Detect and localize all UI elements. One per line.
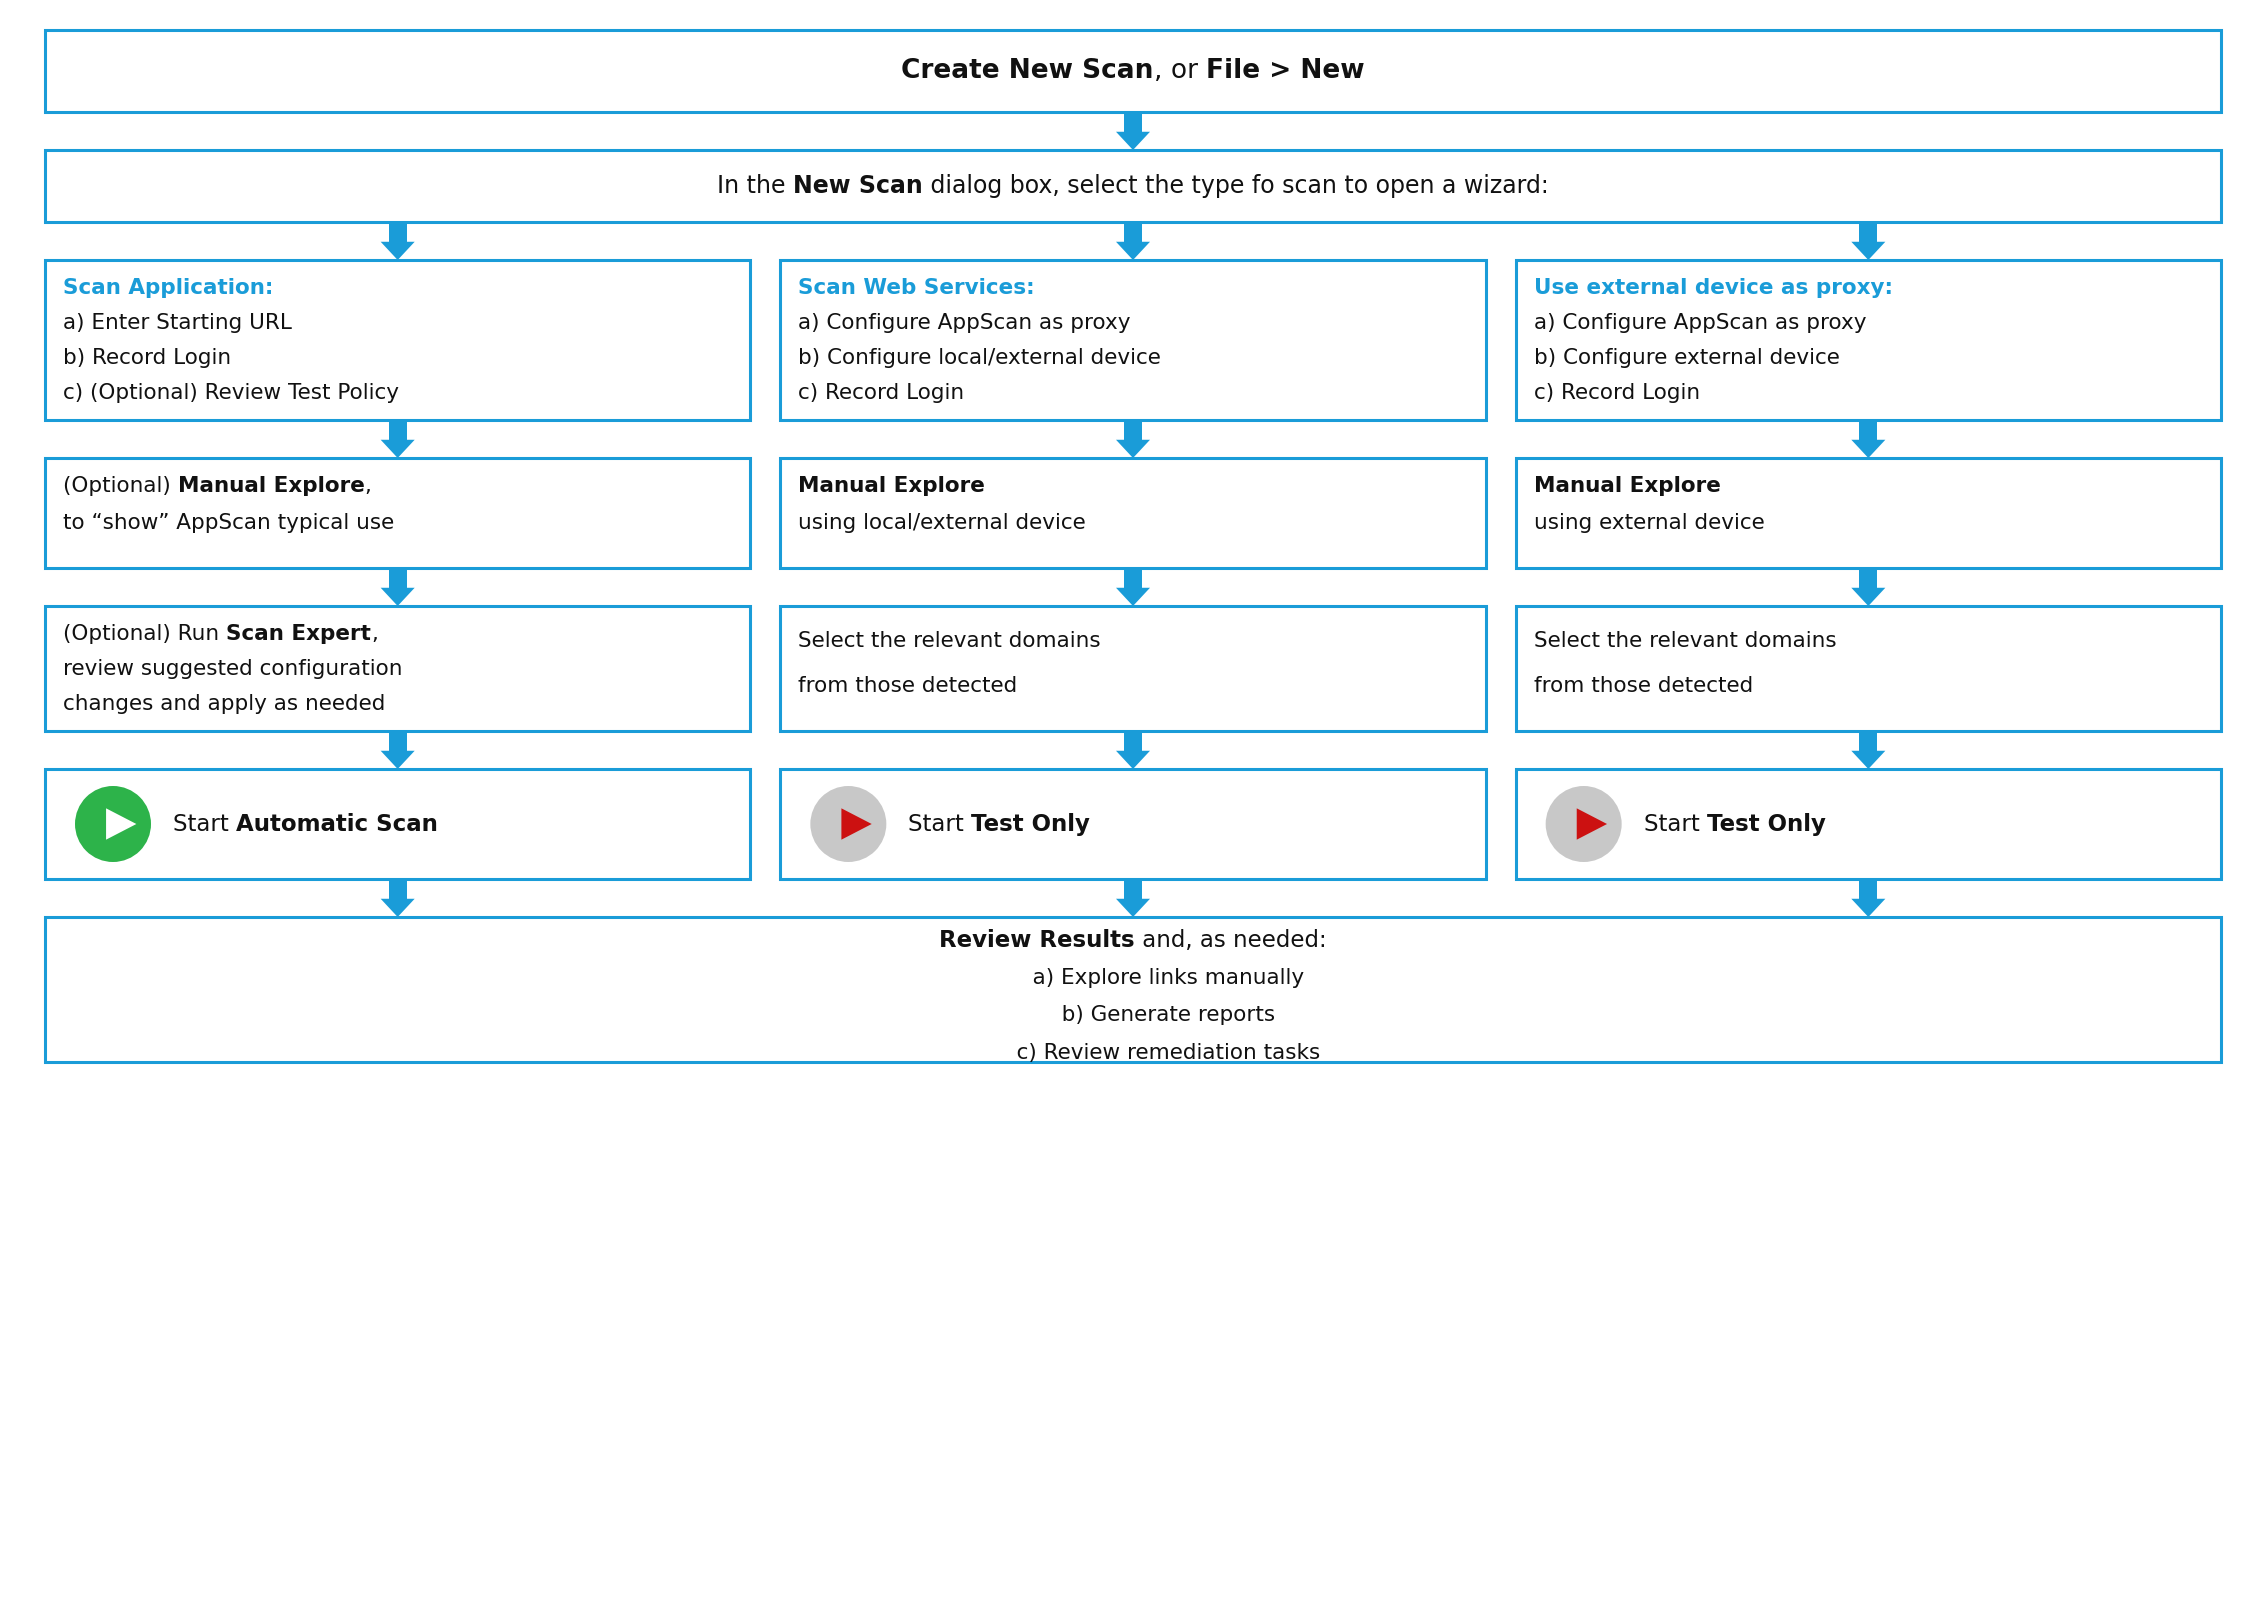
Text: to “show” AppScan typical use: to “show” AppScan typical use (63, 513, 394, 532)
Polygon shape (1115, 440, 1151, 458)
Text: Select the relevant domains: Select the relevant domains (1534, 631, 1835, 652)
FancyBboxPatch shape (1124, 879, 1142, 898)
Text: Scan Application:: Scan Application: (63, 277, 274, 298)
Text: Test Only: Test Only (972, 813, 1090, 836)
Text: Manual Explore: Manual Explore (1534, 476, 1720, 497)
Text: Manual Explore: Manual Explore (177, 476, 365, 497)
FancyBboxPatch shape (1124, 223, 1142, 242)
FancyBboxPatch shape (780, 606, 1486, 731)
Text: Test Only: Test Only (1706, 813, 1826, 836)
Polygon shape (1115, 132, 1151, 150)
FancyBboxPatch shape (390, 223, 406, 242)
Ellipse shape (811, 786, 886, 861)
Text: from those detected: from those detected (1534, 676, 1754, 697)
Text: Use external device as proxy:: Use external device as proxy: (1534, 277, 1892, 298)
Text: a) Explore links manually: a) Explore links manually (1013, 968, 1303, 989)
FancyBboxPatch shape (45, 458, 750, 568)
Ellipse shape (1545, 786, 1622, 861)
FancyBboxPatch shape (45, 918, 2221, 1061)
Polygon shape (107, 808, 136, 840)
FancyBboxPatch shape (45, 769, 750, 879)
Text: a) Configure AppScan as proxy: a) Configure AppScan as proxy (1534, 313, 1867, 332)
Text: review suggested configuration: review suggested configuration (63, 658, 403, 679)
Text: a) Enter Starting URL: a) Enter Starting URL (63, 313, 292, 332)
Polygon shape (1851, 587, 1885, 606)
Text: a) Configure AppScan as proxy: a) Configure AppScan as proxy (798, 313, 1131, 332)
Text: Select the relevant domains: Select the relevant domains (798, 631, 1101, 652)
Text: c) Review remediation tasks: c) Review remediation tasks (995, 1042, 1321, 1063)
FancyBboxPatch shape (780, 458, 1486, 568)
Text: (Optional) Run: (Optional) Run (63, 624, 227, 644)
FancyBboxPatch shape (1516, 260, 2221, 419)
FancyBboxPatch shape (1860, 223, 1876, 242)
FancyBboxPatch shape (1860, 731, 1876, 750)
FancyBboxPatch shape (45, 150, 2221, 223)
FancyBboxPatch shape (780, 260, 1486, 419)
FancyBboxPatch shape (780, 769, 1486, 879)
Text: Create New Scan: Create New Scan (902, 58, 1153, 84)
Polygon shape (1577, 808, 1607, 840)
FancyBboxPatch shape (1860, 568, 1876, 587)
FancyBboxPatch shape (1860, 419, 1876, 440)
FancyBboxPatch shape (390, 879, 406, 898)
Text: Review Results: Review Results (940, 929, 1135, 952)
Text: c) Record Login: c) Record Login (1534, 382, 1700, 403)
FancyBboxPatch shape (45, 31, 2221, 111)
Polygon shape (1851, 750, 1885, 769)
FancyBboxPatch shape (390, 731, 406, 750)
Text: File > New: File > New (1206, 58, 1364, 84)
FancyBboxPatch shape (390, 568, 406, 587)
Ellipse shape (75, 786, 152, 861)
Polygon shape (1851, 242, 1885, 260)
FancyBboxPatch shape (1124, 568, 1142, 587)
Text: using local/external device: using local/external device (798, 513, 1085, 532)
FancyBboxPatch shape (1860, 879, 1876, 898)
Text: Automatic Scan: Automatic Scan (236, 813, 437, 836)
Polygon shape (1115, 242, 1151, 260)
Text: changes and apply as needed: changes and apply as needed (63, 694, 385, 713)
Text: Scan Web Services:: Scan Web Services: (798, 277, 1036, 298)
FancyBboxPatch shape (45, 260, 750, 419)
Text: ,: , (372, 624, 378, 644)
Text: c) (Optional) Review Test Policy: c) (Optional) Review Test Policy (63, 382, 399, 403)
Polygon shape (1115, 750, 1151, 769)
Polygon shape (381, 750, 415, 769)
Polygon shape (1115, 898, 1151, 918)
Polygon shape (841, 808, 872, 840)
Text: ,: , (365, 476, 372, 497)
Text: Start: Start (1643, 813, 1706, 836)
Polygon shape (1851, 898, 1885, 918)
Text: Manual Explore: Manual Explore (798, 476, 986, 497)
FancyBboxPatch shape (1124, 111, 1142, 132)
FancyBboxPatch shape (1516, 458, 2221, 568)
Text: Scan Expert: Scan Expert (227, 624, 372, 644)
FancyBboxPatch shape (1124, 419, 1142, 440)
Polygon shape (381, 898, 415, 918)
Text: using external device: using external device (1534, 513, 1765, 532)
Polygon shape (1115, 587, 1151, 606)
Text: Start: Start (172, 813, 236, 836)
Text: (Optional): (Optional) (63, 476, 177, 497)
Text: b) Generate reports: b) Generate reports (1040, 1005, 1276, 1026)
FancyBboxPatch shape (1516, 606, 2221, 731)
Text: b) Configure local/external device: b) Configure local/external device (798, 348, 1160, 368)
FancyBboxPatch shape (390, 419, 406, 440)
Polygon shape (381, 242, 415, 260)
Text: In the: In the (718, 174, 793, 198)
FancyBboxPatch shape (1124, 731, 1142, 750)
Polygon shape (381, 587, 415, 606)
Text: dialog box, select the type fo scan to open a wizard:: dialog box, select the type fo scan to o… (922, 174, 1548, 198)
Text: b) Record Login: b) Record Login (63, 348, 231, 368)
Polygon shape (381, 440, 415, 458)
Text: , or: , or (1153, 58, 1206, 84)
Polygon shape (1851, 440, 1885, 458)
Text: from those detected: from those detected (798, 676, 1017, 697)
FancyBboxPatch shape (45, 606, 750, 731)
Text: b) Configure external device: b) Configure external device (1534, 348, 1840, 368)
Text: and, as needed:: and, as needed: (1135, 929, 1326, 952)
Text: Start: Start (909, 813, 972, 836)
FancyBboxPatch shape (1516, 769, 2221, 879)
Text: c) Record Login: c) Record Login (798, 382, 965, 403)
Text: New Scan: New Scan (793, 174, 922, 198)
